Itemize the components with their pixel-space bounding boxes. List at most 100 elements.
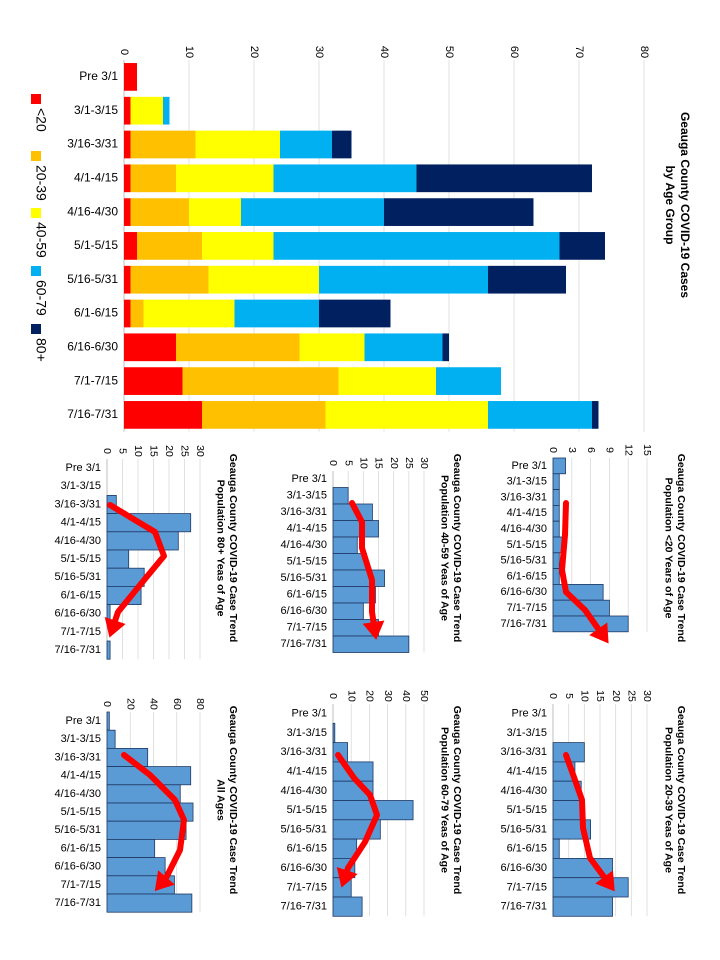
- bar: [332, 569, 385, 587]
- x-tick-label: 40: [400, 690, 412, 702]
- x-tick-label: 0: [327, 460, 339, 466]
- category-label: 7/1-7/15: [74, 373, 118, 387]
- category-label: 7/16-7/31: [67, 407, 118, 421]
- trend-arrow-line: [335, 752, 380, 883]
- bar: [106, 531, 179, 551]
- x-tick-label: 6: [585, 447, 597, 453]
- trend-chart-all-ages: 0 20 40 60 80 Pre 3/1 3/1-3/15 3/16-3/31 4/1-4/1…: [55, 698, 239, 913]
- category-label: 4/16-4/30: [501, 523, 547, 535]
- x-tick-label: 30: [194, 445, 206, 457]
- trend-arrow-line: [559, 500, 607, 640]
- category-label: 7/1-7/15: [61, 626, 101, 638]
- chart-title-line: Geauga County COVID-19 Cases: [678, 112, 692, 298]
- category-label: 5/1-5/15: [287, 804, 327, 816]
- category-label: 3/1-3/15: [507, 476, 547, 488]
- x-tick-label: 0: [118, 49, 130, 55]
- bar-segment: [130, 198, 189, 226]
- chart-subtitle-line: Population <20 Years of Age: [662, 478, 674, 619]
- bar: [552, 520, 560, 538]
- trend-arrow-head: [362, 620, 385, 640]
- trend-arrow-line: [563, 752, 613, 888]
- trend-arrow-head: [589, 622, 609, 644]
- category-label: 7/16-7/31: [281, 638, 327, 650]
- bar-segment: [241, 198, 384, 226]
- legend-swatch: [31, 94, 41, 104]
- category-label: 4/1-4/15: [74, 170, 118, 184]
- chart-title: Geauga County COVID-19 Casesby Age Group: [663, 112, 692, 298]
- category-label: 6/16-6/30: [281, 862, 327, 874]
- category-label: 4/16-4/30: [67, 204, 118, 218]
- category-label: 4/1-4/15: [61, 517, 101, 529]
- chart-title-line: Geauga County COVID-19 Case Trend: [227, 706, 239, 894]
- bar: [106, 729, 116, 749]
- bar-segment: [592, 401, 599, 429]
- bar: [332, 722, 336, 743]
- legend-label: <20: [33, 108, 49, 132]
- trend-arrow-head: [104, 617, 126, 638]
- x-tick-label: 15: [148, 445, 160, 457]
- x-tick-label: 20: [364, 690, 376, 702]
- chart-subtitle-line: Population 20-39 Yeas of Age: [662, 727, 674, 873]
- trend-arrow-line: [349, 500, 378, 635]
- chart-title-line: by Age Group: [663, 166, 677, 245]
- bar: [106, 893, 193, 913]
- x-tick-label: 25: [626, 690, 638, 702]
- chart-subtitle-line: Population 80+ Yeas of Age: [214, 480, 226, 617]
- category-label: 7/16-7/31: [281, 901, 327, 913]
- category-label: 4/1-4/15: [287, 765, 327, 777]
- category-label: 6/1-6/15: [507, 843, 547, 855]
- bar-segment: [332, 130, 352, 159]
- bar-segment: [124, 232, 137, 260]
- legend-swatch: [31, 208, 41, 218]
- x-tick-label: 80: [194, 698, 206, 710]
- chart-title: Geauga County COVID-19 Case TrendPopulat…: [662, 706, 687, 894]
- trend-chart-under20: 0 3 6 9 12 15 Pre 3/1 3/1-3/15 3/16-3/31 4/1-4/15…: [501, 444, 687, 644]
- bar-segment: [559, 232, 605, 260]
- x-tick-label: 25: [403, 457, 415, 469]
- chart-title-line: Geauga County COVID-19 Case Trend: [675, 706, 687, 894]
- trend-chart-40-59: 0 5 10 15 20 25 30 Pre 3/1 3/1-3/15 3/16-3/31 4/1-…: [281, 454, 463, 653]
- x-tick-label: 0: [101, 701, 113, 707]
- stacked-chart: 0 10 20 30 40 50 60 70 80 Pre 3/1 3/1-3/15 3/16-3/3…: [67, 46, 692, 432]
- bar-segment: [124, 333, 176, 362]
- bar-segment: [124, 265, 131, 294]
- bar-segment: [124, 401, 202, 429]
- category-label: Pre 3/1: [512, 708, 547, 720]
- bar-segment: [488, 265, 566, 294]
- bar-segment: [319, 265, 488, 294]
- bar-segment: [299, 333, 365, 362]
- category-label: 5/16-5/31: [55, 824, 101, 836]
- x-tick-label: 50: [443, 46, 455, 58]
- category-label: 3/16-3/31: [55, 498, 101, 510]
- category-label: 7/16-7/31: [501, 901, 547, 913]
- category-label: 6/16-6/30: [67, 339, 118, 353]
- x-tick-label: 40: [378, 46, 390, 58]
- bar: [552, 838, 560, 859]
- x-tick-label: 10: [183, 46, 195, 58]
- chart-title-line: Geauga County COVID-19 Case Trend: [451, 706, 463, 894]
- bar-segment: [319, 299, 391, 328]
- bar-segment: [137, 232, 202, 260]
- category-label: 3/1-3/15: [507, 727, 547, 739]
- chart-title-line: Geauga County COVID-19 Case Trend: [451, 454, 463, 642]
- category-label: 3/16-3/31: [281, 506, 327, 518]
- category-label: 7/1-7/15: [507, 602, 547, 614]
- bar-segment: [234, 299, 319, 328]
- bar: [332, 602, 364, 620]
- category-label: 4/16-4/30: [281, 785, 327, 797]
- category-label: 7/16-7/31: [501, 618, 547, 630]
- legend-swatch: [31, 324, 41, 334]
- category-label: 6/1-6/15: [287, 843, 327, 855]
- trend-chart-20-39: 0 5 10 15 20 25 30 Pre 3/1 3/1-3/15 3/16-3/31 4/1-…: [501, 690, 687, 917]
- bar: [106, 711, 110, 731]
- bar-segment: [436, 367, 501, 395]
- chart-title: Geauga County COVID-19 Case TrendPopulat…: [662, 454, 687, 642]
- category-label: 4/1-4/15: [287, 523, 327, 535]
- x-tick-label: 0: [327, 693, 339, 699]
- x-tick-label: 5: [563, 693, 575, 699]
- category-label: Pre 3/1: [66, 462, 101, 474]
- bar: [332, 896, 363, 917]
- category-label: 3/1-3/15: [287, 490, 327, 502]
- category-label: 6/1-6/15: [74, 306, 118, 320]
- x-tick-label: 30: [418, 457, 430, 469]
